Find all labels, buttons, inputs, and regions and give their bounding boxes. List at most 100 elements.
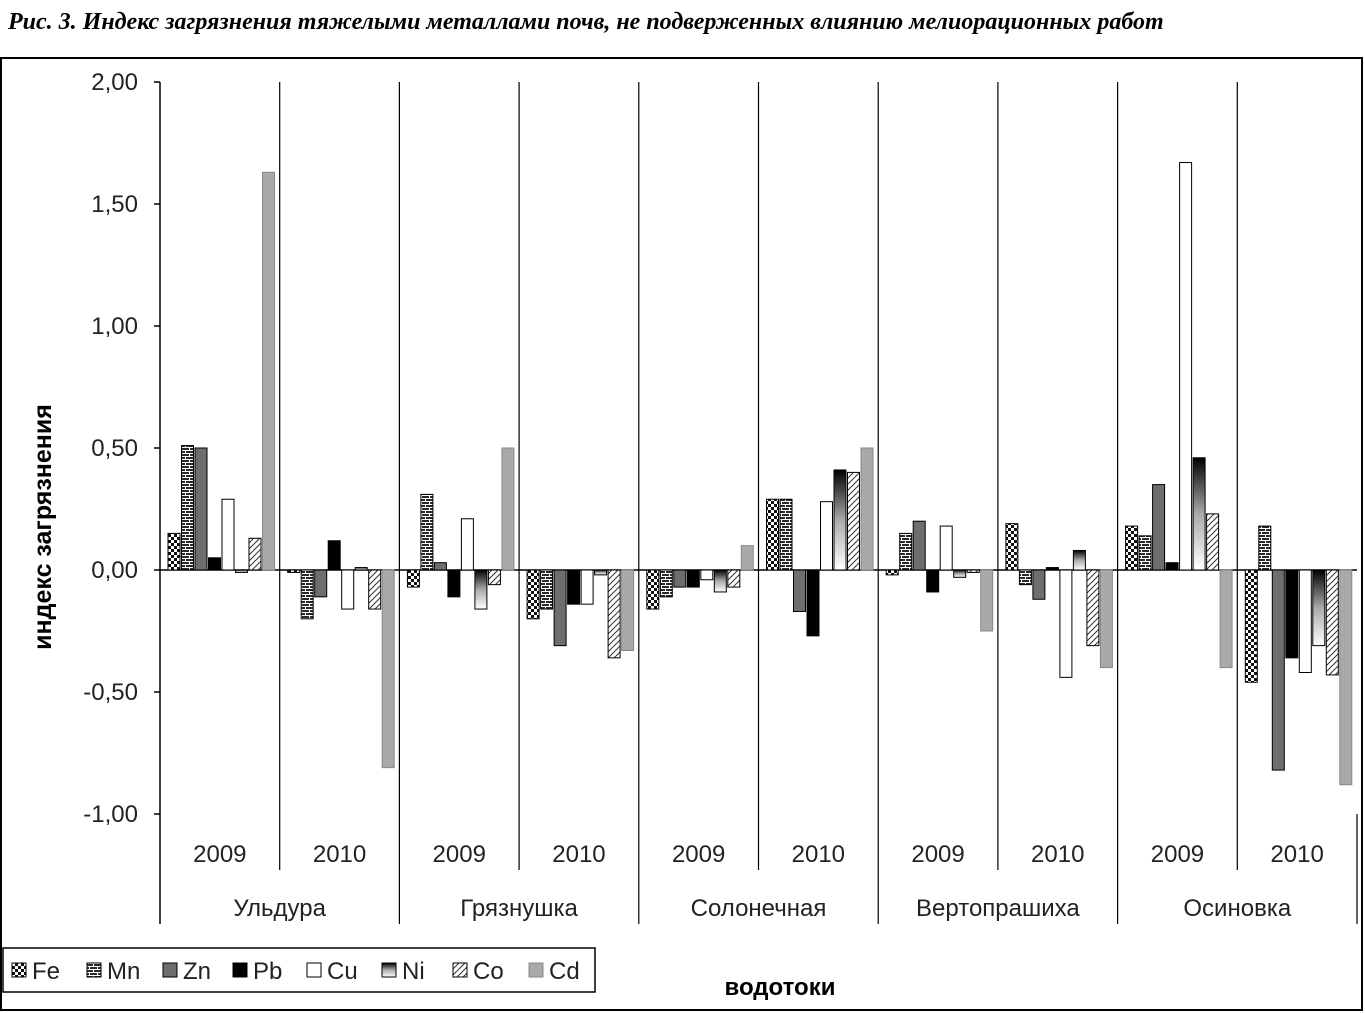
legend-swatch-cu (306, 962, 322, 978)
bar-zn (912, 520, 926, 571)
bar-zn (793, 569, 806, 612)
bar-cu (820, 501, 833, 571)
bar-cd (1099, 569, 1113, 669)
bar-fe (167, 532, 181, 571)
bar-cu (221, 498, 235, 571)
x-group-label: Грязнушка (460, 895, 578, 922)
y-tick-label: -0,50 (83, 679, 138, 706)
x-year-label: 2010 (313, 841, 366, 868)
bar-fe (1005, 523, 1019, 571)
legend-swatch-zn (162, 962, 178, 978)
x-year-label: 2010 (1270, 841, 1323, 868)
bar-cd (621, 569, 635, 652)
bar-zn (314, 569, 328, 598)
bar-mn (300, 569, 314, 620)
bar-co (847, 471, 860, 571)
bar-co (966, 569, 980, 573)
x-year-label: 2010 (552, 841, 605, 868)
bar-co (368, 569, 382, 610)
bar-co (607, 569, 621, 659)
chart-frame (0, 57, 1363, 1011)
bar-pb (567, 569, 581, 605)
bar-pb (1045, 567, 1059, 571)
legend-label: Mn (107, 958, 140, 985)
x-axis-title: водотоки (725, 974, 836, 1001)
legend-label: Cu (327, 958, 358, 985)
bar-pb (327, 540, 341, 571)
bar-cd (501, 447, 515, 571)
bar-ni (1312, 569, 1326, 647)
y-tick-label: 2,00 (91, 69, 138, 96)
legend-label: Zn (183, 958, 211, 985)
x-group-label: Осиновка (1183, 895, 1291, 922)
x-group-label: Вертопрашиха (916, 895, 1080, 922)
legend-swatch-cd (528, 962, 544, 978)
bar-fe (646, 569, 660, 610)
legend-label: Co (473, 958, 504, 985)
legend-swatch-pb (232, 962, 248, 978)
bar-cd (1219, 569, 1233, 669)
legend-label: Fe (32, 958, 60, 985)
bar-pb (806, 569, 820, 637)
x-group-label: Ульдура (233, 895, 326, 922)
bar-mn (420, 493, 434, 571)
bar-pb (1165, 562, 1179, 571)
x-year-label: 2009 (672, 841, 725, 868)
bar-cd (1339, 569, 1353, 786)
bar-zn (1152, 484, 1166, 571)
x-year-label: 2009 (911, 841, 964, 868)
x-group-label: Солонечная (691, 895, 827, 922)
bar-cu (700, 569, 714, 581)
bar-fe (766, 498, 779, 571)
legend-swatch-co (452, 962, 468, 978)
bar-ni (713, 569, 727, 593)
legend-label: Ni (402, 958, 425, 985)
bar-mn (899, 532, 913, 571)
legend-swatch-fe (11, 962, 27, 978)
x-year-label: 2009 (193, 841, 246, 868)
bar-mn (1018, 569, 1032, 586)
x-year-label: 2009 (433, 841, 486, 868)
bar-cu (1298, 569, 1312, 673)
bar-cd (980, 569, 994, 632)
bar-co (1206, 513, 1220, 571)
bar-fe (406, 569, 420, 588)
bar-cd (860, 447, 874, 571)
bar-co (1086, 569, 1100, 647)
bar-pb (208, 557, 221, 571)
bar-zn (673, 569, 687, 588)
bar-pb (926, 569, 940, 593)
bar-mn (659, 569, 673, 598)
bar-co (487, 569, 501, 586)
bar-mn (779, 498, 793, 571)
legend-label: Pb (253, 958, 282, 985)
y-tick-label: 1,00 (91, 313, 138, 340)
y-tick-label: 1,50 (91, 191, 138, 218)
x-year-label: 2010 (1031, 841, 1084, 868)
bar-co (727, 569, 741, 588)
bar-co (1325, 569, 1339, 676)
y-axis-title: индекс загрязнения (29, 404, 57, 650)
bar-mn (1138, 535, 1152, 571)
bar-ni (594, 569, 608, 576)
legend-swatch-mn (86, 962, 102, 978)
bar-zn (1271, 569, 1285, 771)
bar-ni (1192, 457, 1206, 571)
bar-pb (686, 569, 700, 588)
bar-cu (1059, 569, 1073, 678)
bar-cu (460, 518, 474, 571)
legend-box (2, 947, 596, 993)
bar-ni (474, 569, 488, 610)
bar-zn (1032, 569, 1046, 600)
y-tick-label: 0,50 (91, 435, 138, 462)
bar-ni (1072, 549, 1086, 571)
bar-cu (1179, 162, 1193, 571)
bar-ni (833, 469, 847, 571)
x-year-label: 2009 (1151, 841, 1204, 868)
bar-cd (262, 171, 275, 571)
bar-fe (287, 569, 301, 573)
bar-ni (354, 567, 368, 571)
bar-cd (381, 569, 395, 769)
bar-cu (341, 569, 355, 610)
figure-caption: Рис. 3. Индекс загрязнения тяжелыми мета… (8, 9, 1164, 35)
